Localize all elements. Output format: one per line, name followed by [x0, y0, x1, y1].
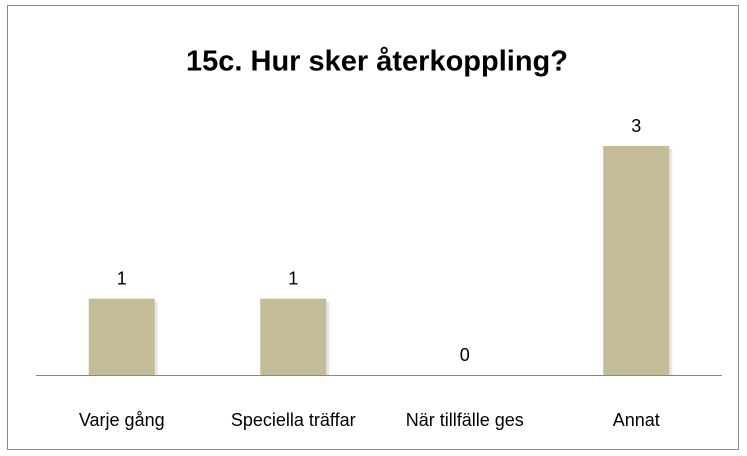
x-tick-label: Annat	[613, 410, 660, 430]
bar	[88, 298, 155, 375]
data-label: 3	[631, 116, 641, 136]
x-tick-label: Speciella träffar	[231, 410, 356, 430]
bar	[260, 298, 327, 375]
data-label: 1	[288, 268, 298, 288]
x-tick-label: När tillfälle ges	[406, 410, 524, 430]
x-tick-label: Varje gång	[79, 410, 165, 430]
bar	[603, 146, 670, 375]
chart-title: 15c. Hur sker återkoppling?	[186, 46, 568, 78]
data-label: 1	[117, 268, 127, 288]
data-label: 0	[460, 345, 470, 365]
